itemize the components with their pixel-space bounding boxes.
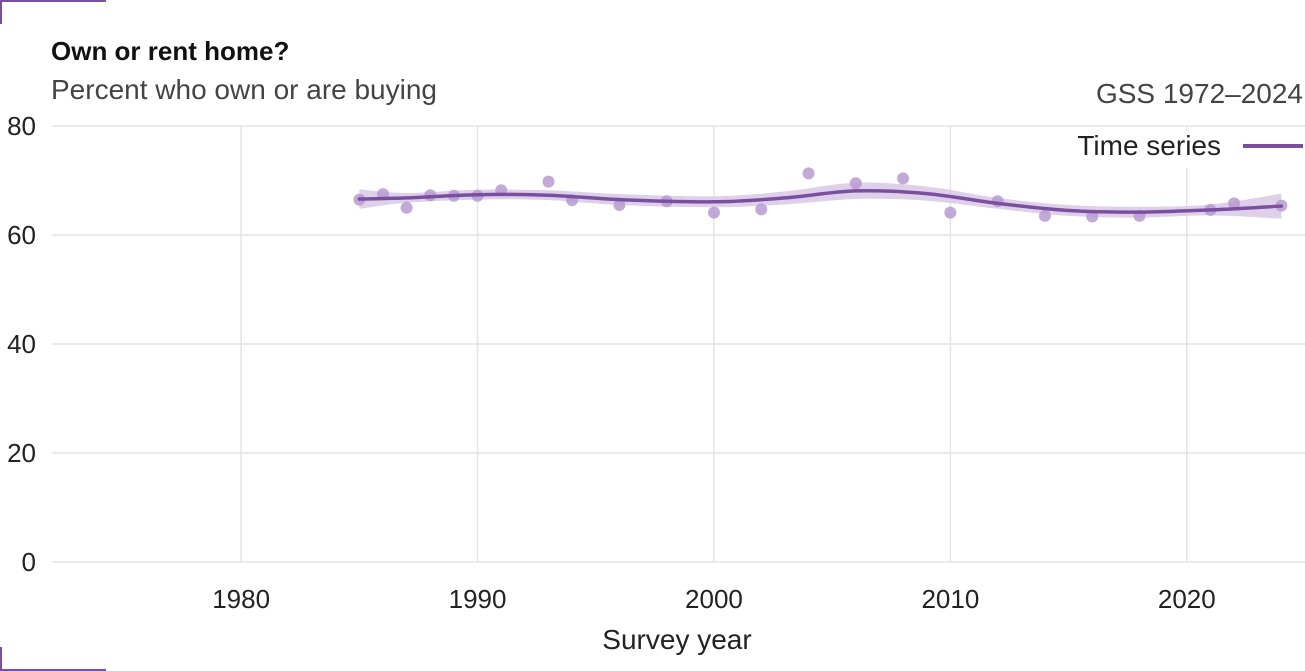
y-tick-label: 0 bbox=[22, 547, 36, 577]
data-point bbox=[613, 199, 626, 212]
grid-lines bbox=[52, 125, 1305, 563]
legend: Time series bbox=[1059, 130, 1303, 168]
frame-corner-top-left-vertical bbox=[0, 0, 2, 24]
data-point bbox=[755, 203, 768, 216]
x-axis-label: Survey year bbox=[602, 624, 751, 655]
legend-label: Time series bbox=[1077, 130, 1221, 161]
data-point bbox=[542, 175, 555, 188]
frame-corner-top-left bbox=[0, 0, 106, 2]
chart-subtitle: Percent who own or are buying bbox=[51, 74, 437, 105]
source-label: GSS 1972–2024 bbox=[1095, 78, 1303, 109]
x-tick-label: 2010 bbox=[921, 584, 979, 614]
data-point bbox=[897, 172, 910, 185]
x-tick-label: 1980 bbox=[212, 584, 270, 614]
y-tick-label: 80 bbox=[7, 111, 36, 141]
frame-corner-bottom-left bbox=[0, 669, 106, 671]
data-point bbox=[849, 177, 862, 190]
x-axis-ticks: 1980 1990 2000 2010 2020 bbox=[212, 584, 1216, 614]
x-tick-label: 1990 bbox=[449, 584, 507, 614]
trend-line bbox=[357, 188, 1284, 214]
y-tick-label: 60 bbox=[7, 220, 36, 250]
trend-line-path bbox=[357, 188, 1284, 214]
x-tick-label: 2020 bbox=[1158, 584, 1216, 614]
legend-line-swatch bbox=[1243, 144, 1303, 148]
data-point bbox=[1038, 209, 1051, 222]
data-point bbox=[707, 206, 720, 219]
y-tick-label: 40 bbox=[7, 329, 36, 359]
chart-title: Own or rent home? bbox=[51, 36, 290, 66]
data-point bbox=[944, 206, 957, 219]
x-tick-label: 2000 bbox=[685, 584, 743, 614]
data-point bbox=[802, 167, 815, 180]
y-axis-ticks: 0 20 40 60 80 bbox=[7, 111, 36, 577]
data-point bbox=[400, 201, 413, 214]
frame-corner-bottom-left-vertical bbox=[0, 647, 2, 671]
data-point bbox=[1228, 197, 1241, 210]
data-point bbox=[1086, 210, 1099, 223]
y-tick-label: 20 bbox=[7, 438, 36, 468]
